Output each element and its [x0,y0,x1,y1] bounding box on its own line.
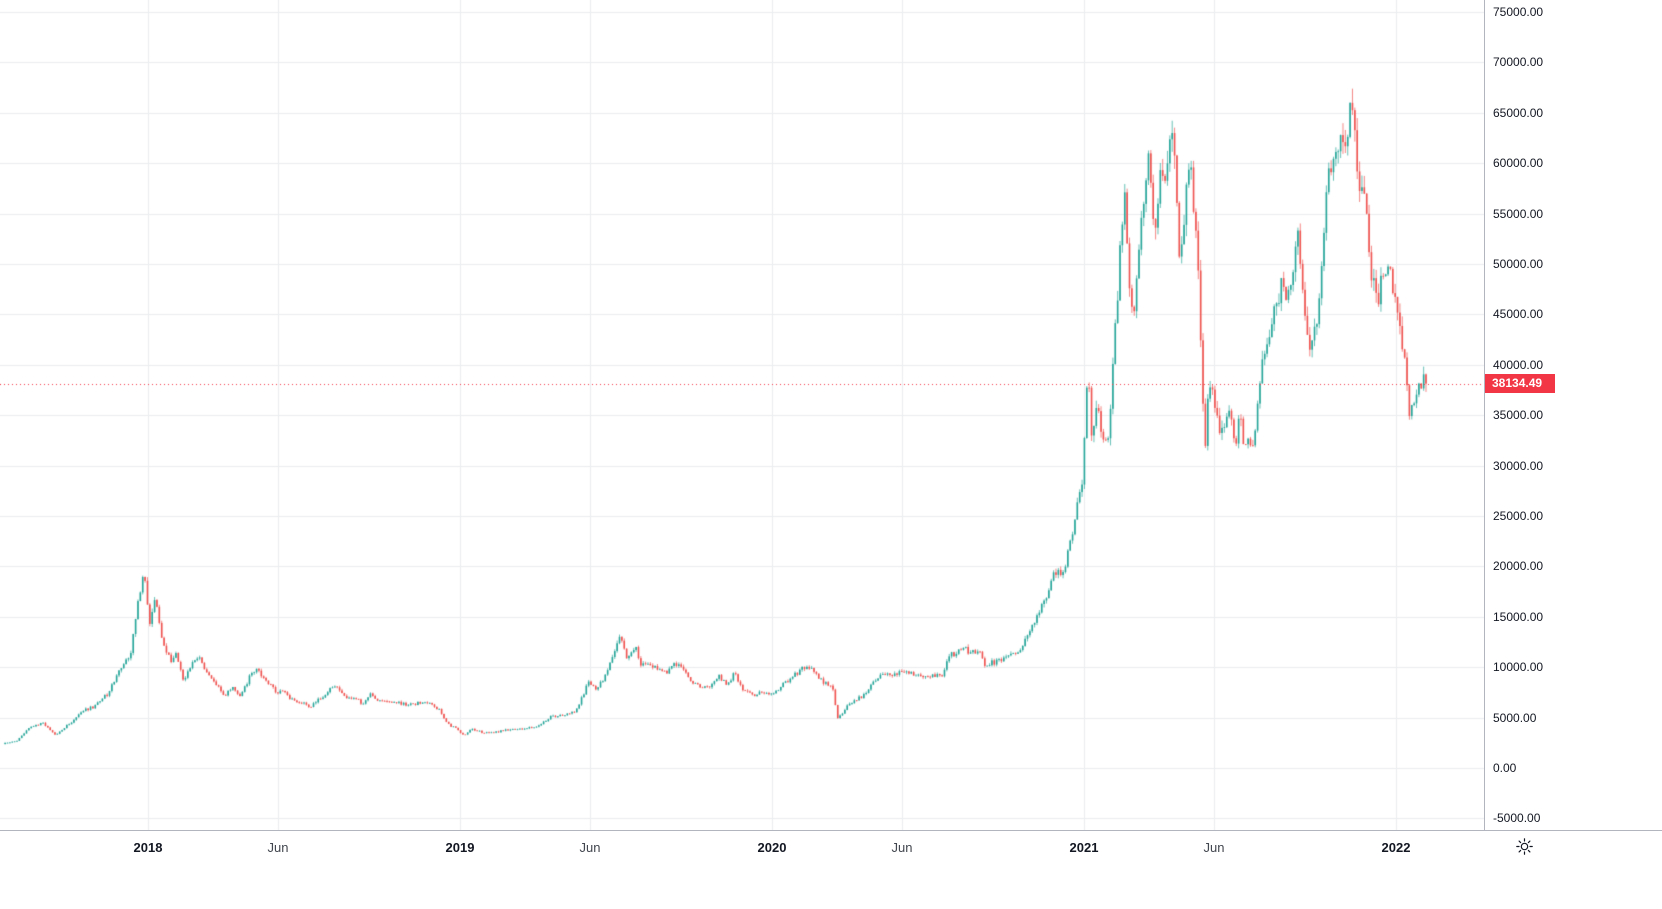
time-axis-label: 2021 [1069,840,1099,855]
price-axis-label: 50000.00 [1493,257,1544,271]
time-axis-label: Jun [267,840,289,855]
last-price-label: 38134.49 [1485,374,1555,394]
price-axis-label: 10000.00 [1493,660,1544,675]
time-axis-label: Jun [1203,840,1225,855]
price-axis-label: 55000.00 [1493,206,1544,221]
sun-icon-glyph [1515,837,1533,855]
time-axis-label: Jun [579,840,601,855]
price-axis[interactable]: 38134.49 75000.00 70000.00 65000.00 60000.0… [1484,0,1662,830]
price-axis-label: 60000.00 [1493,156,1544,171]
price-axis-label: 25000.00 [1493,509,1544,523]
time-axis-label: 2022 [1381,840,1411,855]
time-axis[interactable]: 2018 Jun 2019 Jun 2020 Jun 2021 Jun 2022 [0,830,1662,909]
time-axis-label: Jun [891,840,913,855]
candlestick-chart-canvas[interactable] [0,0,1484,830]
sun-icon[interactable] [1513,835,1535,857]
price-axis-label: 20000.00 [1493,559,1544,574]
price-axis-label: 15000.00 [1493,609,1544,624]
price-axis-label: 30000.00 [1493,458,1544,473]
price-axis-label: -5000.00 [1493,811,1541,826]
price-axis-label: 45000.00 [1493,307,1544,322]
price-axis-label: 40000.00 [1493,357,1544,372]
time-axis-label: 2018 [133,840,163,855]
price-axis-label: 70000.00 [1493,55,1544,70]
price-axis-label: 65000.00 [1493,105,1544,120]
time-axis-label: 2020 [757,840,787,855]
price-axis-label: 5000.00 [1493,710,1537,725]
price-axis-label: 75000.00 [1493,5,1544,19]
time-axis-label: 2019 [445,840,475,855]
price-axis-label: 35000.00 [1493,408,1544,423]
price-axis-label: 0.00 [1493,761,1517,775]
